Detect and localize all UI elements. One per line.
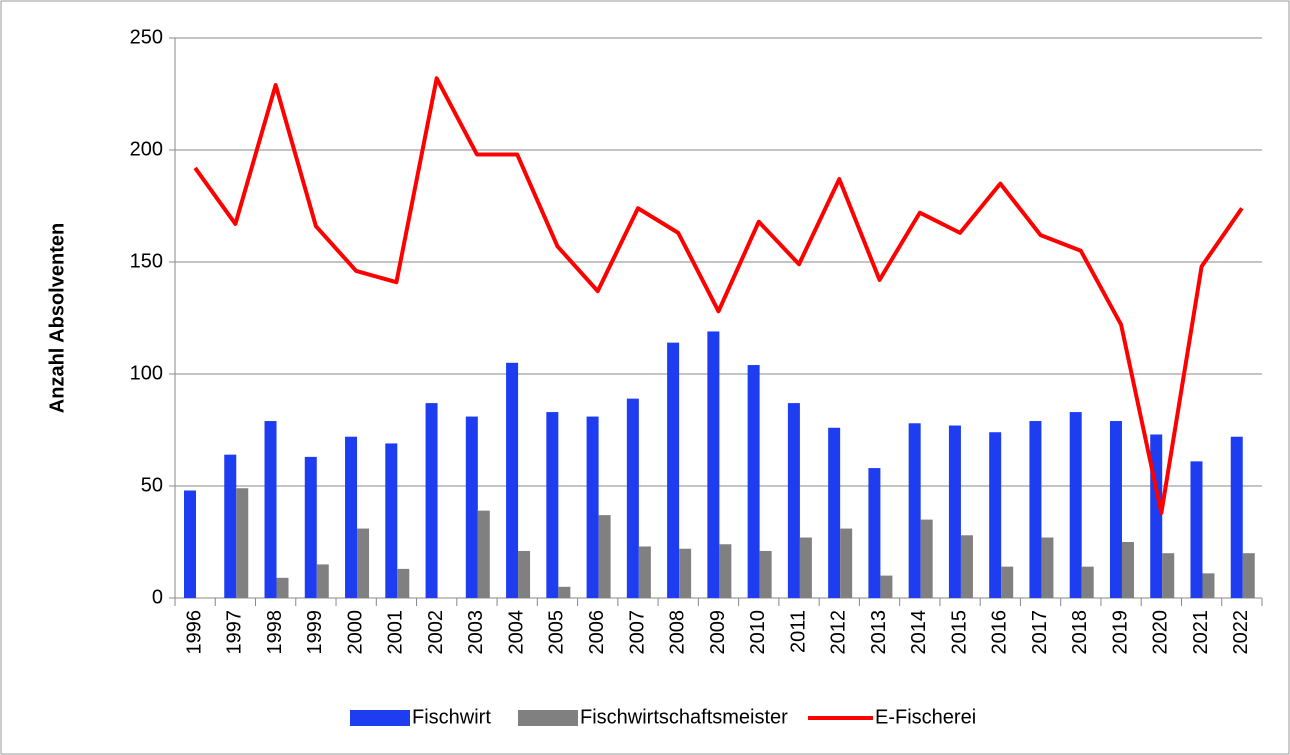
x-tick-label: 2022 xyxy=(1230,610,1252,655)
bar xyxy=(1109,421,1122,598)
legend-swatch xyxy=(518,710,578,726)
x-tick-label: 2010 xyxy=(747,610,769,655)
bar xyxy=(719,544,732,598)
bar xyxy=(546,412,559,598)
x-tick-label: 2015 xyxy=(948,610,970,655)
legend-label: Fischwirt xyxy=(412,706,491,728)
x-tick-label: 2016 xyxy=(989,610,1011,655)
bar xyxy=(1150,434,1163,598)
bar xyxy=(465,416,478,598)
bar xyxy=(787,403,800,598)
x-tick-label: 2012 xyxy=(828,610,850,655)
x-tick-label: 2013 xyxy=(868,610,890,655)
bar xyxy=(224,454,237,598)
bar xyxy=(1081,566,1094,598)
bar xyxy=(558,586,571,598)
bar xyxy=(679,548,692,598)
y-tick-label: 50 xyxy=(141,474,163,496)
x-tick-label: 2000 xyxy=(344,610,366,655)
bar xyxy=(908,423,921,598)
bar xyxy=(989,432,1002,598)
y-tick-label: 150 xyxy=(130,250,163,272)
bar xyxy=(868,468,881,598)
x-tick-label: 2021 xyxy=(1190,610,1212,655)
bar xyxy=(667,342,680,598)
bar xyxy=(828,427,841,598)
bar xyxy=(638,546,651,598)
bar xyxy=(1190,461,1203,598)
bar xyxy=(1001,566,1014,598)
line xyxy=(193,76,1244,515)
bar xyxy=(598,515,611,598)
bar xyxy=(316,564,329,598)
x-tick-label: 2003 xyxy=(465,610,487,655)
x-tick-label: 1996 xyxy=(183,610,205,655)
bar xyxy=(304,456,317,598)
bar xyxy=(880,575,893,598)
bar xyxy=(586,416,599,598)
bar xyxy=(385,443,398,598)
x-tick-label: 2006 xyxy=(586,610,608,655)
x-tick-label: 2008 xyxy=(667,610,689,655)
y-tick-label: 200 xyxy=(130,138,163,160)
bar xyxy=(276,577,289,598)
bar xyxy=(759,550,772,598)
x-tick-label: 2009 xyxy=(707,610,729,655)
x-tick-label: 2001 xyxy=(385,610,407,655)
bar xyxy=(518,550,531,598)
x-tick-label: 2004 xyxy=(505,610,527,655)
bar xyxy=(477,510,490,598)
bar xyxy=(1029,421,1042,598)
legend-swatch xyxy=(350,710,410,726)
bar xyxy=(960,535,973,598)
x-tick-label: 2019 xyxy=(1109,610,1131,655)
bar xyxy=(397,568,410,598)
bar xyxy=(1242,553,1255,598)
bar xyxy=(1121,542,1134,598)
bar xyxy=(1041,537,1054,598)
x-tick-label: 2002 xyxy=(425,610,447,655)
bar xyxy=(920,519,933,598)
x-tick-label: 1998 xyxy=(264,610,286,655)
bar xyxy=(425,403,438,598)
bar xyxy=(1162,553,1175,598)
bar xyxy=(345,436,358,598)
x-tick-label: 1997 xyxy=(224,610,246,655)
x-tick-label: 2005 xyxy=(546,610,568,655)
bar xyxy=(1069,412,1082,598)
bar xyxy=(264,421,277,598)
x-tick-label: 2011 xyxy=(787,610,809,653)
bar xyxy=(506,362,519,598)
y-axis-label: Anzahl Absolventen xyxy=(46,223,68,413)
bar xyxy=(840,528,853,598)
bar xyxy=(707,331,720,598)
legend-label: E-Fischerei xyxy=(875,706,976,728)
x-tick-label: 1999 xyxy=(304,610,326,655)
bar xyxy=(747,365,760,598)
x-tick-label: 2014 xyxy=(908,610,930,655)
legend-label: Fischwirtschaftsmeister xyxy=(580,706,788,728)
bar xyxy=(799,537,812,598)
bar xyxy=(236,488,249,598)
y-tick-label: 250 xyxy=(130,26,163,48)
bar xyxy=(1202,573,1215,598)
bar xyxy=(357,528,370,598)
bar xyxy=(1230,436,1243,598)
bar xyxy=(626,398,639,598)
x-tick-label: 2007 xyxy=(626,610,648,655)
y-tick-label: 0 xyxy=(152,586,163,608)
y-tick-label: 100 xyxy=(130,362,163,384)
x-tick-label: 2020 xyxy=(1150,610,1172,655)
x-tick-label: 2017 xyxy=(1029,610,1051,655)
bar xyxy=(948,425,961,598)
bar xyxy=(184,490,196,598)
x-tick-label: 2018 xyxy=(1069,610,1091,655)
